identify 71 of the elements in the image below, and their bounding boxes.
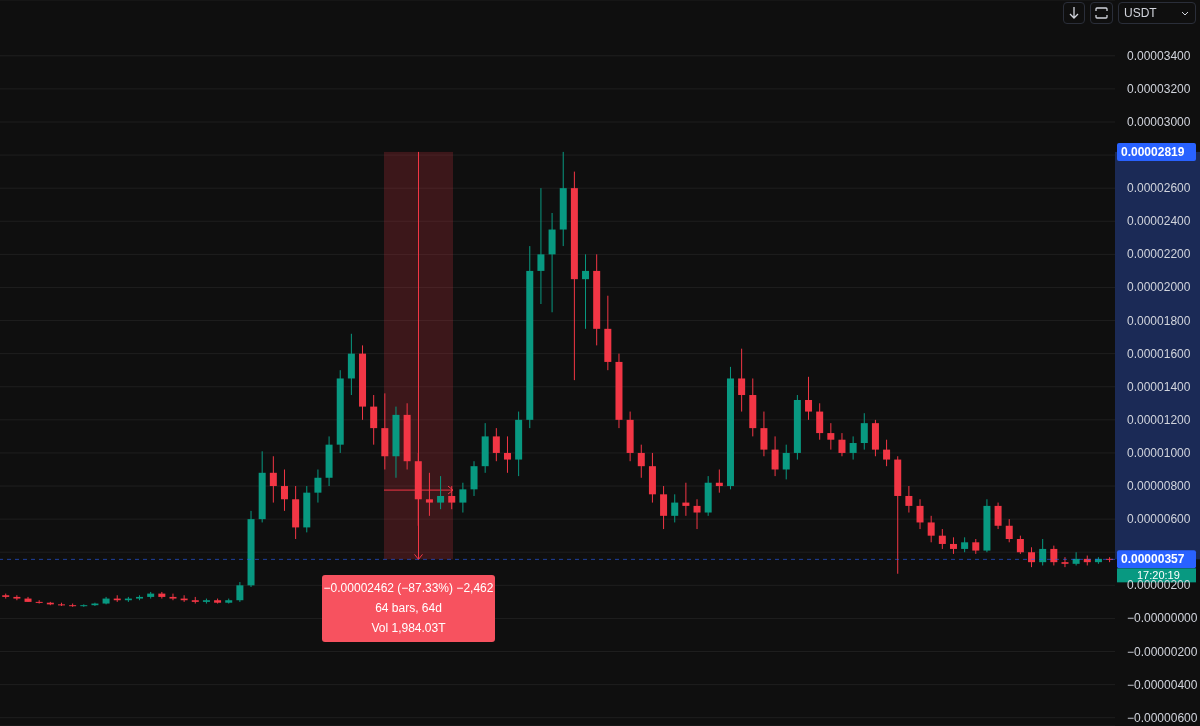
candlestick — [1016, 535, 1024, 555]
candlestick — [582, 253, 590, 330]
candlestick — [1005, 518, 1013, 543]
candlestick — [269, 455, 277, 504]
candlestick — [916, 498, 924, 530]
candlestick — [1050, 545, 1058, 566]
candlestick — [169, 593, 177, 601]
y-tick-label: −0.00000200 — [1127, 644, 1198, 659]
y-tick-label: 0.00002200 — [1127, 247, 1191, 262]
candlestick — [738, 348, 746, 413]
candlestick — [80, 603, 88, 608]
y-tick-label: 0.00003400 — [1127, 48, 1191, 63]
candlestick — [492, 427, 500, 462]
candlestick — [938, 528, 946, 550]
y-tick-label: 0.00001200 — [1127, 412, 1191, 427]
y-tick-label: 0.00000800 — [1127, 479, 1191, 494]
candlestick — [905, 485, 913, 514]
candlestick — [437, 475, 445, 510]
y-tick-label: 0.00003200 — [1127, 81, 1191, 96]
candlestick — [280, 468, 288, 512]
candlestick — [805, 376, 813, 421]
text: 0.00002819 — [1121, 144, 1185, 159]
y-tick-label: 0.00001800 — [1127, 313, 1191, 328]
candlestick — [715, 468, 723, 494]
candlestick — [459, 482, 467, 514]
y-tick-label: −0.00000600 — [1127, 710, 1198, 725]
candlestick — [816, 402, 824, 441]
candlestick — [782, 444, 790, 480]
candlestick — [637, 444, 645, 479]
annotation: −0.00002462 (−87.33%) −2,462 — [322, 580, 495, 597]
candlestick — [448, 485, 456, 510]
y-tick-label: 0.00002400 — [1127, 214, 1191, 229]
candlestick — [860, 412, 868, 451]
annotation: Vol 1,984.03T — [370, 620, 447, 637]
candlestick — [370, 394, 378, 446]
candlestick — [236, 581, 244, 603]
candlestick — [660, 485, 668, 530]
candlestick — [1039, 538, 1047, 566]
y-tick-label: 0.00001600 — [1127, 346, 1191, 361]
candlestick — [470, 460, 478, 497]
y-tick-label: 0.00001400 — [1127, 379, 1191, 394]
y-tick-label: −0.00000000 — [1127, 611, 1198, 626]
candlestick — [838, 432, 846, 457]
candlestick — [35, 599, 43, 605]
annotation: 64 bars, 64d — [374, 600, 443, 617]
candlestick — [1061, 556, 1069, 568]
candlestick — [314, 468, 322, 504]
y-tick-label: 0.00002000 — [1127, 280, 1191, 295]
candlestick — [537, 187, 545, 305]
y-tick-label: 0.00000600 — [1127, 512, 1191, 527]
candlestick — [13, 594, 21, 601]
ref-line-label: 0.00000357 — [1121, 552, 1185, 567]
candlestick — [883, 439, 891, 467]
candlestick — [682, 482, 690, 517]
candlestick — [693, 498, 701, 530]
y-tick-label: 0.00003000 — [1127, 114, 1191, 129]
text: USDT — [1118, 2, 1196, 24]
candlestick — [671, 493, 679, 523]
candlestick — [771, 435, 779, 477]
candlestick — [503, 435, 511, 474]
candlestick — [760, 411, 768, 457]
candlestick — [1072, 551, 1080, 566]
y-tick-label: 0.00001000 — [1127, 445, 1191, 460]
candlestick — [849, 435, 857, 461]
y-tick-label: 0.00002600 — [1127, 181, 1191, 196]
candlestick — [425, 472, 433, 517]
y-tick-label: −0.00000400 — [1127, 677, 1198, 692]
candlestick — [994, 502, 1002, 530]
candlestick — [1028, 546, 1036, 568]
candlestick — [827, 422, 835, 451]
candlestick — [927, 515, 935, 543]
